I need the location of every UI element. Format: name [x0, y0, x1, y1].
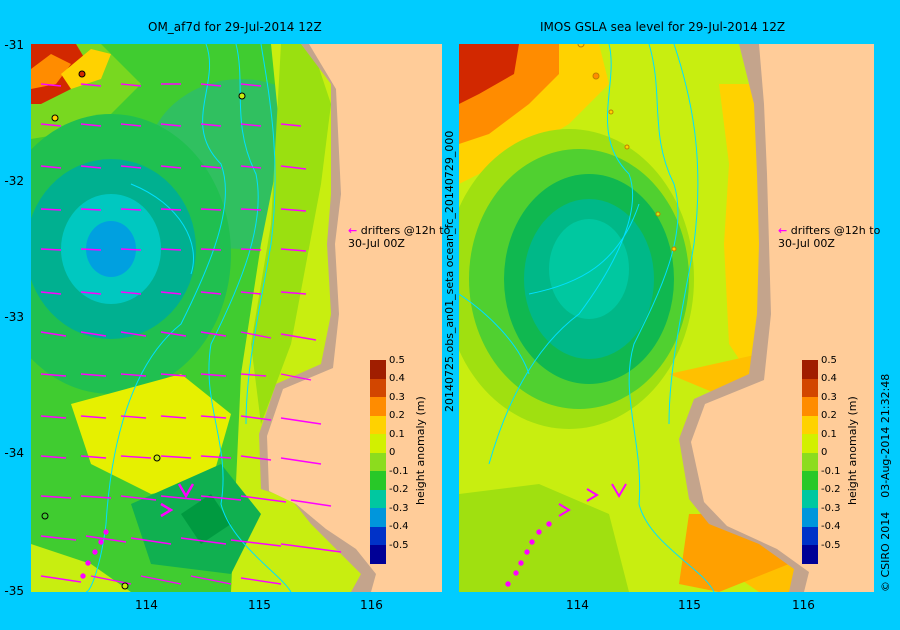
- colorbar-swatch: [370, 360, 386, 379]
- land: [267, 44, 442, 592]
- colorbar-swatch: [370, 489, 386, 508]
- drifter-note-arrow-icon: ←: [348, 224, 358, 237]
- contour-band: [71, 374, 231, 494]
- colorbar-label: height anomaly (m): [846, 396, 859, 505]
- y-tick-label: -31: [4, 38, 24, 52]
- colorbar-tick: -0.1: [821, 466, 841, 477]
- x-tick-label: 114: [566, 598, 589, 612]
- colorbar-tick: 0.4: [389, 373, 405, 384]
- contour-band: [31, 544, 131, 592]
- colorbar-tick: 0.1: [821, 429, 837, 440]
- colorbar-swatch: [370, 415, 386, 434]
- colorbar-tick: 0: [821, 447, 828, 458]
- drifter-note-line2: 30-Jul 00Z: [778, 237, 835, 250]
- colorbar-tick: 0.1: [389, 429, 405, 440]
- colorbar-swatch: [370, 434, 386, 453]
- x-tick-label: 115: [248, 598, 271, 612]
- contour-band: [549, 219, 629, 319]
- colorbar-tick: 0.5: [389, 355, 405, 366]
- colorbar-swatch: [802, 526, 818, 545]
- drifter-note-right: ← drifters @12h to 30-Jul 00Z: [778, 224, 880, 250]
- colorbar-tick: -0.1: [389, 466, 409, 477]
- contour-band: [459, 484, 629, 592]
- colorbar-tick: 0.4: [821, 373, 837, 384]
- drifter-note-line1: drifters @12h to: [790, 224, 881, 237]
- colorbar-label: height anomaly (m): [414, 396, 427, 505]
- contour-band: [86, 221, 136, 277]
- colorbar-tick: -0.4: [821, 521, 841, 532]
- x-tick-label: 115: [678, 598, 701, 612]
- drifter-markers: [41, 70, 246, 590]
- right-panel-title: IMOS GSLA sea level for 29-Jul-2014 12Z: [540, 20, 786, 34]
- colorbar-swatch: [802, 434, 818, 453]
- right-map-panel[interactable]: [459, 44, 874, 592]
- colorbar-swatch: [370, 526, 386, 545]
- forecast-source-label: 20140725.obs_an01_seta ocean_fc_20140729…: [443, 130, 456, 412]
- colorbar-swatch: [802, 378, 818, 397]
- colorbar-tick: 0.5: [821, 355, 837, 366]
- y-tick-label: -35: [4, 584, 24, 598]
- colorbar-tick: -0.2: [389, 484, 409, 495]
- colorbar-tick: 0.3: [389, 392, 405, 403]
- drifter-arrows: [505, 483, 627, 587]
- colorbar-swatch: [370, 397, 386, 416]
- colorbar-swatch: [370, 378, 386, 397]
- contour-band: [61, 49, 111, 89]
- bathymetry-contours: [459, 44, 715, 592]
- left-panel-title: OM_af7d for 29-Jul-2014 12Z: [148, 20, 322, 34]
- colorbar-swatch: [370, 545, 386, 564]
- right-sea-level-map: [459, 44, 874, 592]
- drifter-note-left: ← drifters @12h to 30-Jul 00Z: [348, 224, 450, 250]
- left-map-panel[interactable]: [31, 44, 442, 592]
- colorbar-swatch: [802, 508, 818, 527]
- colorbar-tick: 0.2: [821, 410, 837, 421]
- contour-band: [251, 44, 331, 424]
- contour-band: [459, 44, 519, 104]
- colorbar-swatch: [370, 452, 386, 471]
- colorbar-tick: -0.3: [821, 503, 841, 514]
- x-tick-label: 114: [135, 598, 158, 612]
- credit-label: © CSIRO 2014 03-Aug-2014 21:32:48: [879, 374, 892, 592]
- colorbar-swatch: [802, 545, 818, 564]
- contour-band: [31, 54, 71, 89]
- colorbar-swatch: [370, 508, 386, 527]
- y-tick-label: -33: [4, 310, 24, 324]
- drifter-markers: [577, 44, 677, 252]
- colorbar-swatch: [802, 489, 818, 508]
- drifter-arrows: [40, 83, 342, 585]
- colorbar-swatch: [802, 471, 818, 490]
- y-tick-label: -34: [4, 446, 24, 460]
- drifter-note-line1: drifters @12h to: [360, 224, 451, 237]
- drifter-note-arrow-icon: ←: [778, 224, 788, 237]
- colorbar-swatch: [370, 471, 386, 490]
- colorbar-tick: -0.5: [821, 540, 841, 551]
- x-tick-label: 116: [360, 598, 383, 612]
- colorbar-swatch: [802, 452, 818, 471]
- bathymetry-contours: [85, 44, 292, 592]
- colorbar-tick: 0: [389, 447, 396, 458]
- colorbar-swatch: [802, 397, 818, 416]
- colorbar-tick: 0.3: [821, 392, 837, 403]
- contour-band: [181, 494, 231, 544]
- colorbar-tick: -0.4: [389, 521, 409, 532]
- copyright-text: © CSIRO 2014: [879, 511, 892, 592]
- colorbar-swatch: [802, 360, 818, 379]
- colorbar-tick: -0.2: [821, 484, 841, 495]
- drifter-note-line2: 30-Jul 00Z: [348, 237, 405, 250]
- colorbar-tick: 0.2: [389, 410, 405, 421]
- land: [691, 44, 874, 592]
- timestamp-text: 03-Aug-2014 21:32:48: [879, 373, 892, 498]
- x-tick-label: 116: [792, 598, 815, 612]
- colorbar-tick: -0.3: [389, 503, 409, 514]
- y-tick-label: -32: [4, 174, 24, 188]
- colorbar-tick: -0.5: [389, 540, 409, 551]
- colorbar-left: [370, 360, 386, 564]
- colorbar-swatch: [802, 415, 818, 434]
- left-sea-level-map: [31, 44, 442, 592]
- colorbar-right: [802, 360, 818, 564]
